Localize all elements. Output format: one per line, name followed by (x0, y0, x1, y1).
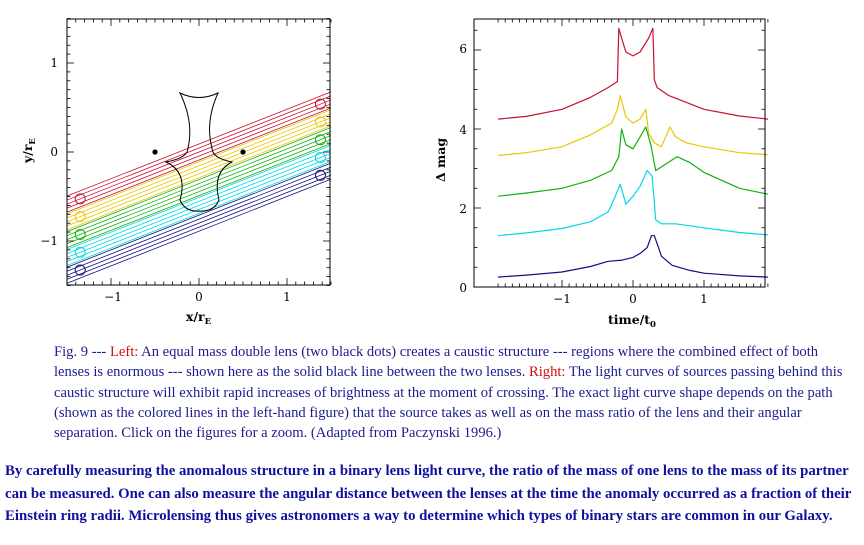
caustic-curve (164, 91, 234, 212)
source-path-line (66, 152, 332, 258)
source-path-line (66, 113, 332, 219)
right-ytick-label: 6 (459, 42, 467, 56)
source-end-circle (314, 169, 326, 181)
source-path-line (66, 143, 332, 249)
right-plot-frame (473, 18, 766, 288)
body-paragraph: By carefully measuring the anomalous str… (5, 463, 852, 524)
source-path-line (66, 125, 332, 231)
left-xtick-label: 1 (283, 290, 291, 304)
right-xaxis-label: time/t0 (608, 312, 656, 330)
source-path-group (66, 127, 332, 249)
right-yaxis-label: Δ mag (433, 138, 448, 182)
right-ytick-label: 4 (459, 123, 467, 137)
caption-left-label: Left: (109, 344, 139, 360)
left-ytick-label: −1 (40, 234, 58, 248)
source-start-circle (74, 264, 86, 276)
lens-dot (152, 149, 158, 155)
source-path-group (66, 162, 332, 284)
source-path-line (66, 170, 332, 276)
source-path-group (66, 144, 332, 266)
light-curve (498, 126, 769, 197)
source-path-group (66, 109, 332, 231)
left-ytick-label: 1 (50, 56, 58, 70)
left-ytick-label: 0 (50, 145, 58, 159)
source-path-group (66, 91, 332, 213)
source-end-circle (314, 134, 326, 146)
light-curve (498, 235, 768, 278)
caustic-path (164, 91, 234, 212)
source-path-line (66, 135, 332, 241)
right-xtick-label: 1 (700, 292, 708, 306)
source-path-line (66, 144, 332, 250)
left-xtick-label: −1 (104, 290, 122, 304)
source-start-circle (74, 193, 86, 205)
light-curve (498, 94, 768, 157)
source-start-circle (74, 211, 86, 223)
source-start-circle (74, 228, 86, 240)
right-figure-svg: −1 0 1 6 4 2 0 time/t0 Δ mag (433, 18, 769, 330)
source-path-line (66, 109, 332, 215)
source-path-line (66, 103, 332, 209)
left-figure-lens-geometry[interactable]: −1 0 1 1 0 −1 x/rE y/rE (0, 0, 345, 330)
source-path-line (66, 166, 332, 272)
source-path-line (66, 178, 332, 284)
source-path-line (66, 91, 332, 197)
source-path-line (66, 99, 332, 205)
source-path-line (66, 160, 332, 266)
light-curve (498, 169, 768, 237)
caption-right-label: Right: (529, 364, 566, 381)
caption-right-text: The light curves of sources passing behi… (54, 364, 843, 442)
right-xtick-label: 0 (629, 292, 637, 306)
source-end-circle (314, 152, 326, 164)
source-path-line (66, 148, 332, 254)
source-path-line (66, 131, 332, 237)
source-path-line (66, 139, 332, 245)
source-end-circle (314, 98, 326, 110)
left-xtick-label: 0 (195, 290, 203, 304)
right-figure-light-curves[interactable]: −1 0 1 6 4 2 0 time/t0 Δ mag (432, 0, 770, 330)
right-ytick-label: 2 (459, 202, 467, 216)
source-path-line (66, 107, 332, 213)
light-curve (498, 27, 768, 120)
right-ytick-label: 0 (459, 281, 467, 295)
source-path-line (66, 174, 332, 280)
figure-caption: Fig. 9 --- Left: An equal mass double le… (54, 342, 844, 443)
caption-left-text: An equal mass double lens (two black dot… (54, 344, 819, 381)
left-yaxis-label: y/rE (20, 138, 38, 164)
right-xtick-label: −1 (553, 292, 571, 306)
source-path-line (66, 127, 332, 233)
caption-prefix: Fig. 9 --- (54, 344, 110, 360)
source-path-line (66, 121, 332, 227)
source-path-line (66, 156, 332, 262)
source-path-line (66, 117, 332, 223)
source-start-circle (74, 246, 86, 258)
source-path-line (66, 162, 332, 268)
left-xaxis-label: x/rE (186, 309, 212, 327)
source-end-circle (314, 116, 326, 128)
source-path-line (66, 95, 332, 201)
left-figure-svg: −1 0 1 1 0 −1 x/rE y/rE (20, 18, 332, 327)
lens-dot (240, 149, 246, 155)
